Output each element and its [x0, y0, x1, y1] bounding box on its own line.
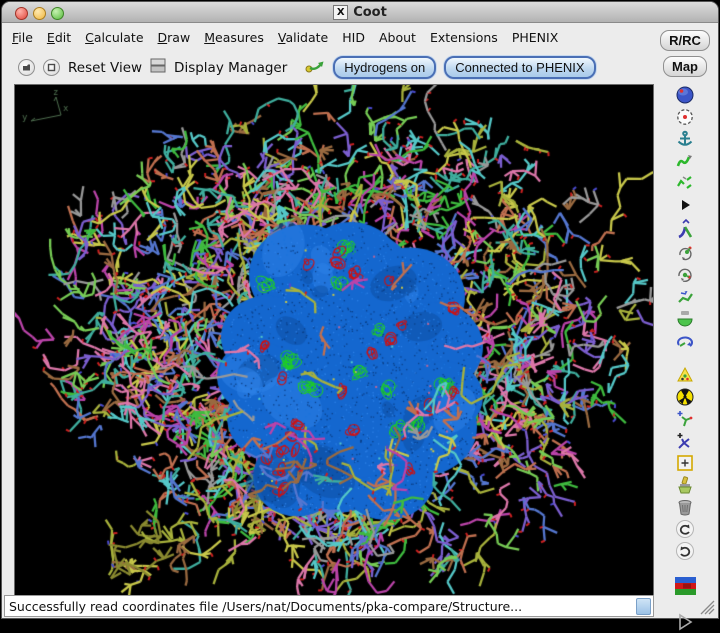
regularize-zone-icon[interactable] [674, 173, 696, 193]
folder-circle-icon[interactable] [18, 59, 35, 76]
status-bar: Successfully read coordinates file /User… [4, 595, 654, 617]
window-title-text: Coot [353, 4, 387, 20]
side-chain-180-icon[interactable] [674, 309, 696, 329]
x11-icon: X [333, 4, 349, 20]
stop-circle-icon[interactable] [43, 59, 60, 76]
rotamers-icon[interactable] [674, 265, 696, 285]
auto-fit-rotamer-icon[interactable] [674, 243, 696, 263]
display-manager-button[interactable]: Display Manager [174, 59, 288, 76]
rotate-translate-icon[interactable] [674, 217, 696, 241]
map-button[interactable]: Map [663, 56, 707, 77]
menu-extensions[interactable]: Extensions [429, 29, 498, 45]
edit-chi-angles-icon[interactable] [674, 287, 696, 307]
molecular-viewport[interactable] [15, 85, 653, 596]
menu-about[interactable]: About [378, 29, 416, 45]
main-toolbar: Reset View Display Manager Hydrogens on … [2, 51, 650, 84]
menu-calculate[interactable]: Calculate [85, 29, 144, 45]
mutate-radiation-icon[interactable] [674, 387, 696, 407]
window-title: X Coot [2, 2, 718, 22]
add-alt-conf-icon[interactable] [674, 365, 696, 385]
display-grid-icon [150, 58, 166, 77]
minimize-window-button[interactable] [33, 7, 46, 20]
flip-peptide-icon[interactable] [674, 331, 696, 351]
run-disabled-icon [674, 611, 696, 633]
zoom-window-button[interactable] [51, 7, 64, 20]
anchor-icon[interactable] [674, 129, 696, 149]
delete-trash-icon[interactable] [674, 497, 696, 517]
resize-grip-icon[interactable] [698, 598, 715, 615]
side-tool-panel: R/RC Map [652, 22, 718, 631]
add-atom-icon[interactable] [674, 431, 696, 451]
menu-hid[interactable]: HID [342, 29, 365, 45]
menu-draw[interactable]: Draw [157, 29, 191, 45]
play-triangle-icon[interactable] [674, 195, 696, 215]
ligand-flag-icon[interactable] [674, 575, 696, 597]
menu-file[interactable]: File [12, 29, 33, 45]
menu-validate[interactable]: Validate [277, 29, 329, 45]
menu-phenix[interactable]: PHENIX [511, 29, 559, 45]
title-bar[interactable]: X Coot [2, 2, 718, 23]
rrc-button[interactable]: R/RC [660, 30, 710, 51]
reset-view-button[interactable]: Reset View [68, 59, 143, 76]
hydrogens-toggle-button[interactable]: Hydrogens on [333, 56, 437, 79]
menu-edit[interactable]: Edit [46, 29, 72, 45]
menu-bar: File Edit Calculate Draw Measures Valida… [2, 23, 650, 51]
phenix-connection-button[interactable]: Connected to PHENIX [444, 56, 596, 79]
undo-icon[interactable] [674, 519, 696, 539]
clear-brush-icon[interactable] [674, 475, 696, 495]
target-icon[interactable] [674, 107, 696, 127]
status-message: Successfully read coordinates file /User… [9, 598, 523, 614]
redo-icon[interactable] [674, 541, 696, 561]
close-window-button[interactable] [15, 7, 28, 20]
add-terminal-residue-icon[interactable] [674, 409, 696, 429]
green-arrow-icon [305, 58, 325, 78]
real-space-refine-icon[interactable] [674, 151, 696, 171]
place-atom-icon[interactable] [674, 453, 696, 473]
globe-icon[interactable] [674, 85, 696, 105]
statusbar-scrollbar[interactable] [636, 597, 651, 615]
menu-measures[interactable]: Measures [204, 29, 264, 45]
gl-viewport-frame [14, 84, 654, 597]
